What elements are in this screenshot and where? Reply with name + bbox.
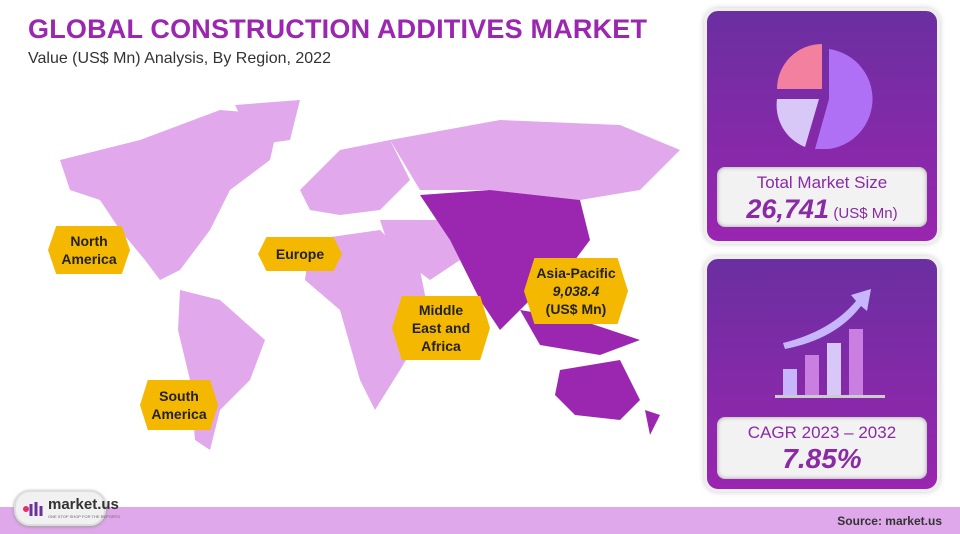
page-subtitle: Value (US$ Mn) Analysis, By Region, 2022 [28, 50, 331, 67]
map-asia-pacific [420, 190, 590, 330]
map-europe [300, 140, 410, 215]
asia-pacific-unit: (US$ Mn) [545, 301, 607, 317]
map-australia [555, 360, 640, 420]
map-greenland [235, 100, 300, 145]
page-title: GLOBAL CONSTRUCTION ADDITIVES MARKET [28, 14, 648, 44]
growth-bar-chart-icon [775, 289, 885, 398]
asia-pacific-label: Asia-Pacific [536, 265, 616, 281]
region-label-north-america: North America [48, 226, 130, 274]
region-label-asia-pacific: Asia-Pacific 9,038.4 (US$ Mn) [524, 258, 628, 324]
region-label-europe: Europe [258, 237, 342, 271]
cagr-label: CAGR 2023 – 2032 [747, 423, 897, 442]
source-text: Source: market.us [837, 514, 942, 528]
cagr-value: 7.85% [782, 443, 862, 474]
market-size-label: Total Market Size [756, 173, 888, 192]
map-africa [305, 230, 430, 410]
map-russia-asia [390, 120, 680, 200]
cagr-box: CAGR 2023 – 2032 7.85% [717, 417, 927, 479]
market-us-logo[interactable]: market.us ONE STOP SHOP FOR THE REPORTS [14, 490, 120, 526]
pie-chart-icon [776, 44, 873, 149]
map-north-america [60, 110, 280, 280]
region-label-middle-east-africa: Middle East and Africa [392, 296, 490, 360]
market-size-unit: (US$ Mn) [833, 205, 898, 222]
footer-bar: Source: market.us [0, 507, 960, 534]
logo-text: market.us [48, 496, 119, 513]
map-middle-east [380, 220, 460, 280]
asia-pacific-value: 9,038.4 [552, 283, 600, 299]
market-size-box: Total Market Size 26,741 (US$ Mn) [717, 167, 927, 227]
map-new-zealand [645, 410, 660, 435]
region-label-south-america: South America [140, 380, 218, 430]
market-size-value: 26,741 [746, 194, 829, 224]
market-size-card: Total Market Size 26,741 (US$ Mn) [704, 8, 940, 244]
logo-tagline: ONE STOP SHOP FOR THE REPORTS [48, 514, 120, 519]
cagr-card: CAGR 2023 – 2032 7.85% [704, 256, 940, 492]
logo-mark-icon [23, 502, 43, 516]
